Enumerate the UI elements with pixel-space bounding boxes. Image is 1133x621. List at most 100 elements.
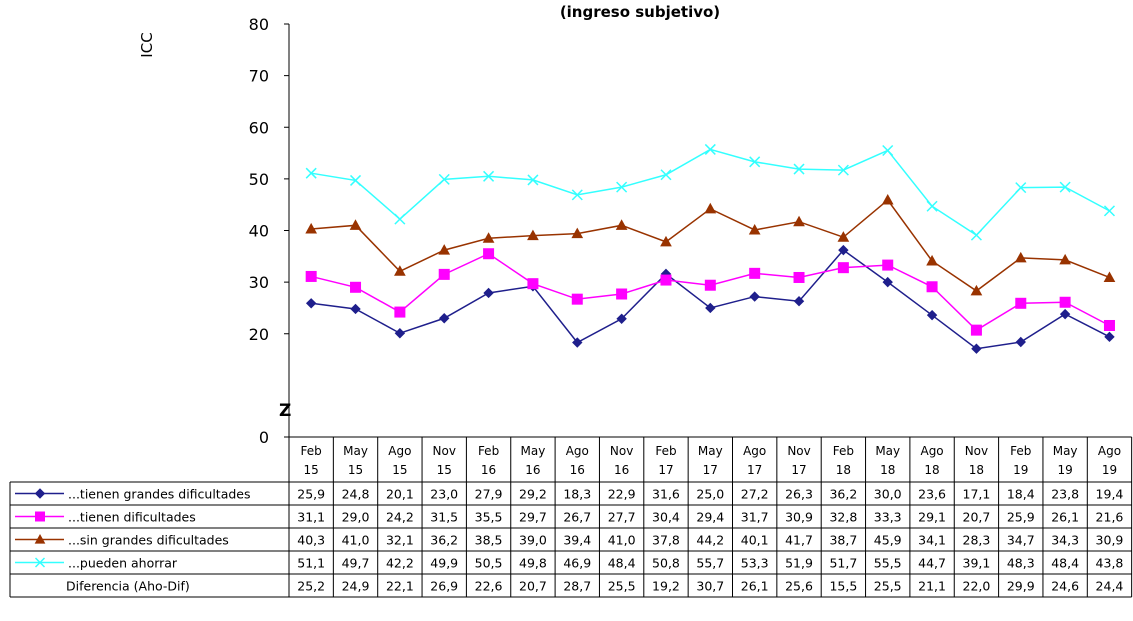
data-point-triangle [527, 229, 539, 241]
table-cell-value: 48,3 [1007, 556, 1035, 571]
table-row: ...pueden ahorrar 51,1 49,7 42,2 49,9 50,5 49,… [15, 556, 1123, 571]
table-cell-value: 38,7 [829, 533, 857, 548]
table-cell-value: 20,1 [386, 487, 414, 502]
data-point-x-stroke [616, 181, 628, 193]
table-cell-value: 24,8 [342, 487, 370, 502]
data-point-x-stroke [1059, 181, 1071, 193]
data-point-diamond [616, 313, 627, 324]
data-point-triangle [926, 254, 938, 266]
data-point-square [749, 267, 761, 279]
chart-title: (ingreso subjetivo) [560, 3, 720, 21]
category-label-top: Nov [965, 444, 988, 458]
category-label-top: May [875, 444, 900, 458]
table-cell-value: 48,4 [608, 556, 636, 571]
data-point-square [35, 511, 45, 522]
data-point-x-stroke [660, 169, 672, 181]
category-label-bottom: 15 [392, 463, 407, 477]
table-cell-value: 25,9 [1007, 510, 1035, 525]
category-label-top: Ago [1098, 444, 1121, 458]
data-point-diamond [749, 291, 760, 302]
data-point-triangle [1059, 253, 1071, 265]
data-point-square [926, 281, 938, 293]
data-point-triangle [438, 244, 451, 255]
category-label-top: Ago [743, 444, 766, 458]
table-cell-value: 44,7 [918, 556, 946, 571]
series-markers-2 [305, 248, 1115, 336]
table-cell-value: 22,1 [386, 579, 414, 594]
data-point-square [970, 324, 982, 336]
data-point-x-stroke [305, 167, 317, 179]
table-row: ...tienen grandes dificultades 25,9 24,8 20… [15, 487, 1123, 502]
table-cell-value: 22,0 [963, 579, 991, 594]
y-tick-label: 40 [249, 222, 269, 241]
table-cell-value: 25,5 [874, 579, 902, 594]
table-cell-value: 21,6 [1096, 510, 1124, 525]
table-cell-value: 41,0 [342, 533, 370, 548]
table-cell-value: 40,1 [741, 533, 769, 548]
category-label-bottom: 18 [969, 463, 984, 477]
table-row: Diferencia (Aho-Dif) 25,2 24,9 22,1 26,9 22,6… [66, 579, 1123, 594]
data-point-triangle [1103, 271, 1116, 282]
table-cell-value: 27,9 [475, 487, 503, 502]
table-cell-value: 26,9 [430, 579, 458, 594]
legend-key [15, 511, 64, 522]
data-point-diamond [1015, 336, 1026, 348]
table-cell-value: 43,8 [1096, 556, 1124, 571]
category-label-bottom: 16 [525, 463, 540, 477]
data-point-x-stroke [571, 189, 583, 201]
category-label-bottom: 15 [348, 463, 363, 477]
table-cell-value: 30,4 [652, 510, 680, 525]
y-axis: 0 20 30 40 50 60 70 80 [249, 15, 290, 447]
data-point-x [616, 181, 628, 193]
data-point-x-stroke [527, 174, 539, 186]
category-label-top: Feb [301, 444, 322, 458]
category-label-top: Nov [787, 444, 810, 458]
series-line-4 [311, 148, 1110, 237]
table-cell-value: 41,0 [608, 533, 636, 548]
data-point-x-stroke [704, 143, 716, 155]
table-cell-value: 55,5 [874, 556, 902, 571]
data-point-x [349, 174, 362, 186]
data-point-x-stroke [1015, 182, 1027, 194]
table-cell-value: 45,9 [874, 533, 902, 548]
data-point-x [394, 213, 406, 225]
plot-lines [310, 148, 1110, 350]
category-label-bottom: 17 [747, 463, 762, 477]
table-cell-value: 35,5 [475, 510, 503, 525]
table-cell-value: 46,9 [563, 556, 591, 571]
table-cell-value: 51,9 [785, 556, 813, 571]
data-point-square [1059, 296, 1071, 308]
data-point-square [394, 306, 406, 318]
table-cell-value: 29,4 [696, 510, 724, 525]
data-point-x [34, 557, 46, 568]
data-point-square [1015, 297, 1027, 309]
table-cell-value: 40,3 [297, 533, 325, 548]
data-point-triangle [615, 219, 628, 230]
data-point-square [483, 248, 495, 260]
legend-key [15, 557, 64, 568]
table-cell-value: 28,3 [963, 533, 991, 548]
table-cell-value: 26,1 [1051, 510, 1079, 525]
table-cell-value: 34,3 [1051, 533, 1079, 548]
table-cell-value: 53,3 [741, 556, 769, 571]
table-cell-value: 49,7 [342, 556, 370, 571]
category-label-bottom: 17 [791, 463, 806, 477]
category-label-bottom: 18 [924, 463, 939, 477]
category-label-bottom: 16 [570, 463, 585, 477]
data-point-triangle [34, 533, 46, 544]
data-point-x [305, 167, 317, 179]
data-point-diamond [439, 313, 450, 324]
y-tick-label: 50 [249, 170, 269, 189]
table-cell-value: 39,4 [563, 533, 591, 548]
series-markers-3 [305, 194, 1116, 296]
y-tick-label: 60 [249, 118, 269, 137]
data-point-diamond [394, 328, 406, 339]
category-label-top: Nov [433, 444, 456, 458]
table-cell-value: 18,3 [563, 487, 591, 502]
data-point-x-stroke [793, 163, 805, 175]
table-cell-value: 50,5 [475, 556, 503, 571]
data-point-x [660, 169, 672, 181]
data-point-x-stroke [438, 173, 450, 185]
table-cell-value: 49,8 [519, 556, 547, 571]
legend-key [15, 533, 64, 544]
